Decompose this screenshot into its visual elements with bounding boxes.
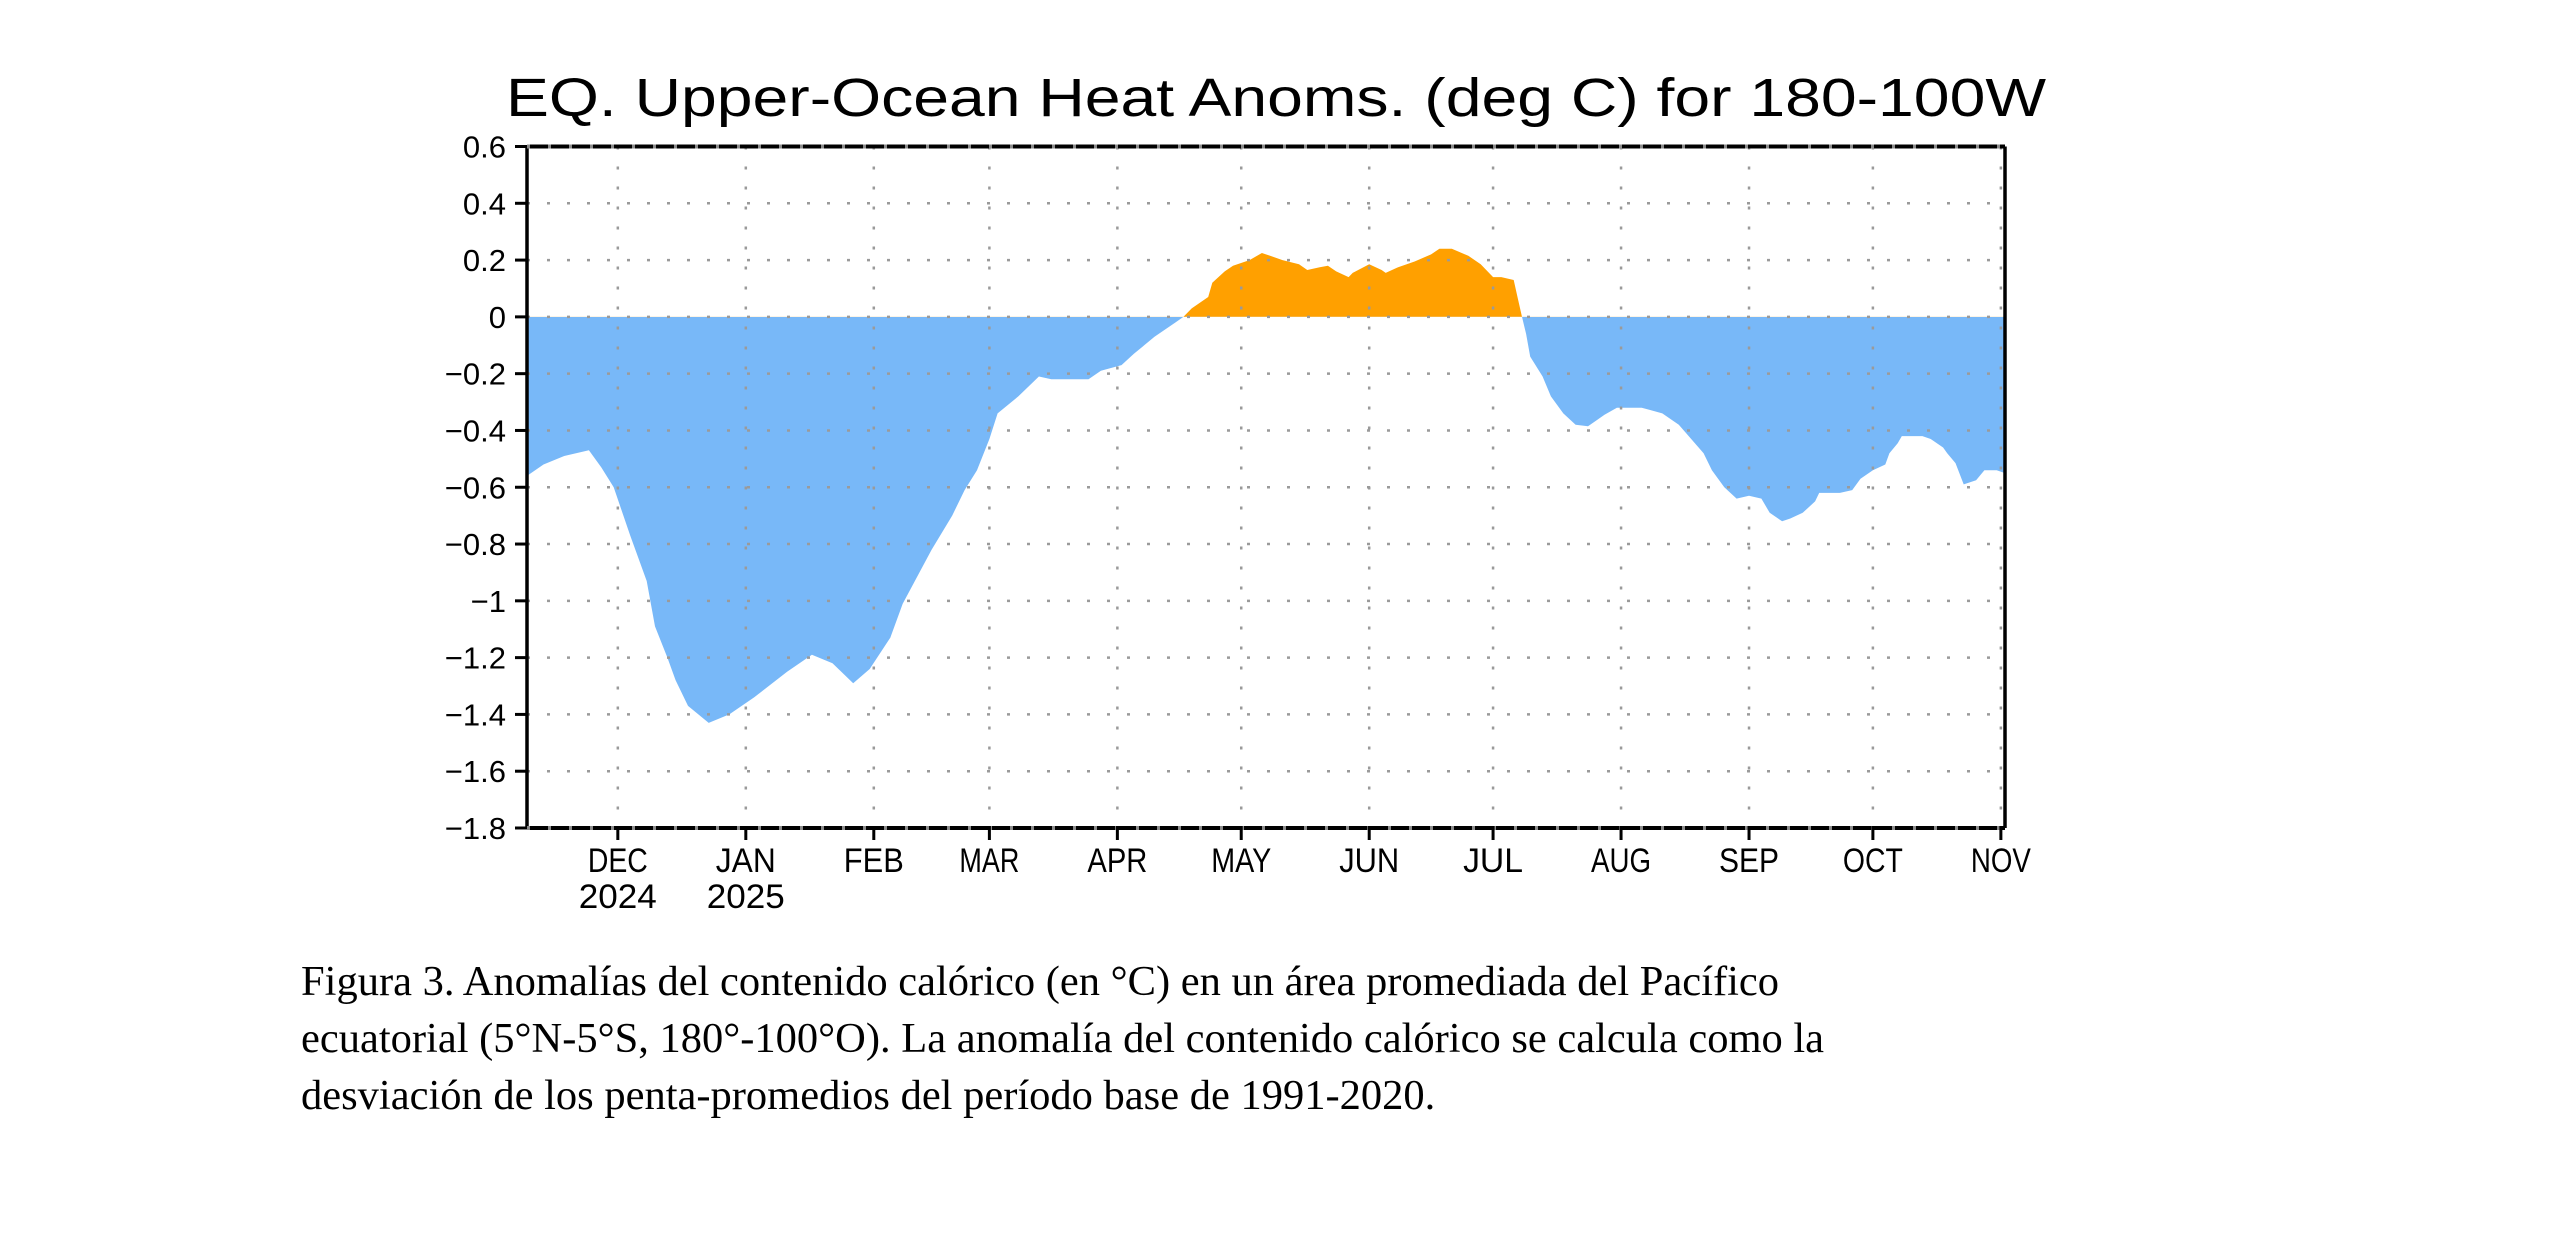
x-tick-year-label: 2025 [707, 878, 785, 916]
x-tick-label-jan: JAN [716, 842, 776, 880]
figure-caption: Figura 3. Anomalías del contenido calóri… [301, 953, 2201, 1124]
x-tick-label-apr: APR [1087, 842, 1147, 880]
x-tick-label-jun: JUN [1339, 842, 1399, 880]
y-tick-label: 0 [489, 300, 506, 335]
chart-title: EQ. Upper-Ocean Heat Anoms. (deg C) for … [506, 68, 2046, 128]
y-tick-label: −1.4 [445, 697, 506, 732]
y-tick-label: −1.8 [445, 811, 506, 846]
positive-anomaly-area [1183, 248, 1522, 317]
y-tick-label: −1 [471, 584, 506, 619]
x-tick-label-sep: SEP [1719, 842, 1779, 880]
x-tick-label-dec: DEC [588, 842, 648, 880]
grid [527, 146, 2005, 828]
y-tick-label: −0.6 [445, 470, 506, 505]
caption-line-1: Figura 3. Anomalías del contenido calóri… [301, 958, 1780, 1005]
x-tick-label-feb: FEB [844, 842, 904, 880]
caption-line-2: ecuatorial (5°N-5°S, 180°-100°O). La ano… [301, 1015, 1825, 1062]
y-tick-label: −1.2 [445, 641, 506, 676]
y-tick-label: −0.4 [445, 413, 506, 448]
negative-anomaly-area [527, 316, 2005, 723]
y-tick-label: 0.4 [463, 186, 506, 221]
x-tick-year-label: 2024 [579, 878, 657, 916]
y-axis: 0.6 0.4 0.2 0 −0.2 −0.4 −0.6 −0.8 −1 −1.2 −1.4 −1.6… [445, 130, 527, 846]
plot-area: 0.6 0.4 0.2 0 −0.2 −0.4 −0.6 −0.8 −1 −1.2 −1.4 −1.6… [445, 130, 2031, 917]
y-tick-label: 0.2 [463, 243, 506, 278]
x-tick-label-jul: JUL [1463, 842, 1523, 880]
x-tick-label-nov: NOV [1971, 842, 2031, 880]
x-tick-label-oct: OCT [1843, 842, 1903, 880]
y-tick-label: 0.6 [463, 130, 506, 165]
y-tick-label: −0.8 [445, 527, 506, 562]
y-tick-label: −1.6 [445, 754, 506, 789]
x-tick-label-mar: MAR [959, 842, 1019, 880]
y-tick-label: −0.2 [445, 357, 506, 392]
x-tick-label-may: MAY [1211, 842, 1271, 880]
caption-line-3: desviación de los penta-promedios del pe… [301, 1072, 1436, 1119]
x-tick-label-aug: AUG [1591, 842, 1651, 880]
